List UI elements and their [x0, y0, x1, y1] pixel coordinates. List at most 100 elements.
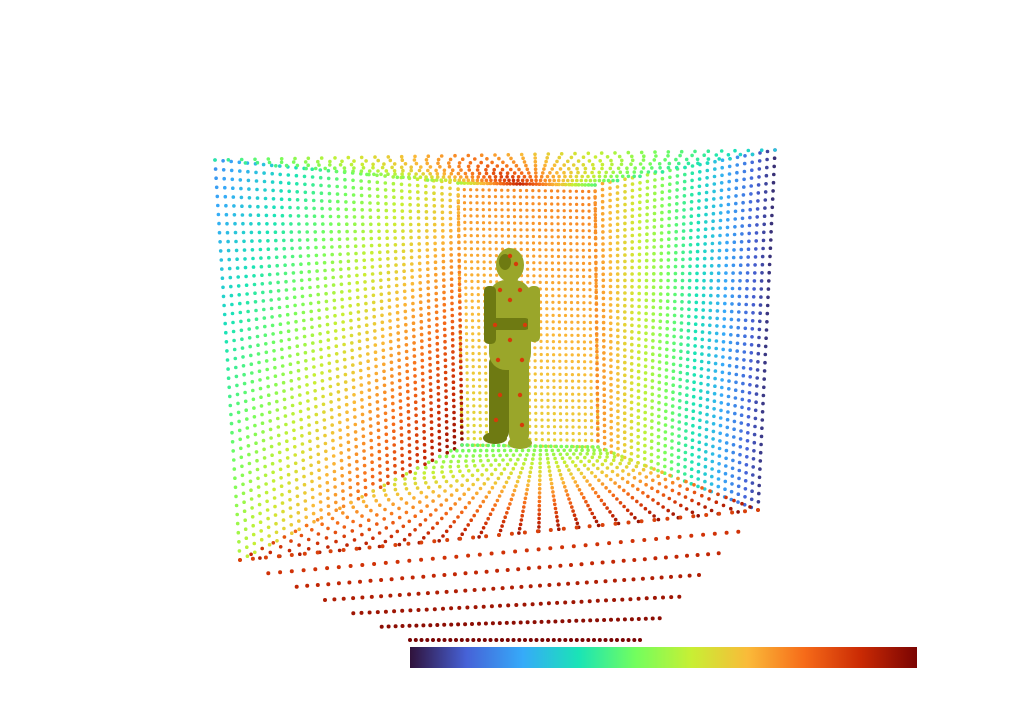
point-cloud-point — [538, 474, 542, 478]
point-cloud-point — [583, 399, 587, 403]
point-cloud-point — [772, 164, 776, 169]
point-cloud-point — [480, 178, 484, 183]
point-cloud-point — [591, 445, 595, 449]
point-cloud-point — [630, 323, 634, 328]
point-cloud-point — [407, 450, 412, 454]
point-cloud-point — [296, 502, 300, 507]
point-cloud-point — [462, 201, 467, 205]
point-cloud-point — [352, 400, 357, 405]
point-cloud-point — [453, 502, 458, 506]
point-cloud-point — [245, 300, 250, 305]
point-cloud-point — [710, 256, 714, 261]
point-cloud-point — [538, 248, 542, 252]
point-cloud-point — [299, 262, 303, 267]
point-cloud-point — [479, 181, 483, 186]
point-cloud-point — [573, 463, 578, 468]
point-cloud-point — [595, 415, 600, 420]
point-cloud-point — [271, 470, 275, 475]
point-cloud-point — [422, 430, 426, 434]
point-cloud-point — [388, 332, 393, 337]
point-cloud-point — [678, 484, 682, 488]
point-cloud-point — [249, 353, 253, 358]
point-cloud-point — [465, 358, 469, 362]
point-cloud-point — [403, 162, 408, 166]
point-cloud-point — [311, 495, 315, 500]
point-cloud-point — [609, 477, 613, 482]
point-cloud-point — [418, 175, 423, 179]
point-cloud-point — [676, 455, 681, 460]
point-cloud-point — [533, 167, 538, 171]
point-cloud-point — [311, 198, 316, 203]
point-cloud-point — [254, 308, 258, 313]
point-cloud-point — [289, 387, 294, 391]
point-cloud-point — [267, 272, 272, 277]
point-cloud-point — [359, 155, 364, 160]
point-cloud-point — [623, 367, 627, 371]
point-cloud-point — [738, 437, 743, 441]
point-cloud-point — [596, 494, 601, 499]
point-cloud-point — [565, 438, 569, 442]
point-cloud-point — [264, 342, 268, 346]
point-cloud-point — [292, 295, 297, 300]
point-cloud-point — [449, 622, 454, 627]
point-cloud-point — [727, 363, 732, 368]
point-cloud-point — [668, 473, 672, 478]
point-cloud-point — [502, 443, 506, 448]
point-cloud-point — [294, 328, 299, 332]
point-cloud-point — [594, 260, 598, 265]
point-cloud-point — [737, 468, 742, 473]
point-cloud-point — [584, 178, 588, 183]
point-cloud-point — [327, 361, 332, 366]
point-cloud-point — [680, 300, 684, 304]
point-cloud-point — [533, 346, 537, 350]
point-cloud-point — [334, 539, 338, 544]
point-cloud-point — [684, 422, 688, 426]
point-cloud-point — [717, 248, 722, 253]
point-cloud-point — [767, 279, 771, 283]
point-cloud-point — [338, 506, 342, 511]
point-cloud-point — [679, 328, 684, 332]
point-cloud-point — [602, 399, 607, 404]
point-cloud-point — [726, 218, 730, 222]
point-cloud-point — [557, 320, 562, 324]
point-cloud-point — [727, 164, 732, 169]
point-cloud-point — [605, 155, 610, 159]
point-cloud-point — [653, 556, 658, 561]
point-cloud-point — [375, 400, 380, 404]
point-cloud-point — [444, 389, 448, 393]
point-cloud-point — [271, 541, 276, 545]
point-cloud-point — [389, 346, 393, 351]
point-cloud-point — [545, 326, 549, 330]
point-cloud-point — [259, 395, 263, 400]
point-cloud-point — [672, 341, 676, 346]
point-cloud-point — [538, 448, 543, 453]
point-cloud-point — [339, 451, 344, 455]
point-cloud-point — [652, 514, 656, 518]
point-cloud-point — [671, 369, 676, 374]
point-cloud-point — [745, 447, 749, 451]
point-cloud-point — [594, 248, 598, 253]
point-cloud-point — [254, 450, 259, 454]
point-cloud-point — [616, 347, 620, 351]
point-cloud-point — [600, 193, 605, 198]
point-cloud-point — [402, 276, 407, 280]
point-cloud-point — [315, 428, 319, 433]
point-cloud-point — [537, 516, 541, 521]
point-cloud-point — [656, 455, 660, 459]
point-cloud-point — [452, 416, 456, 421]
point-cloud-point — [590, 432, 594, 436]
point-cloud-point — [615, 473, 620, 477]
point-cloud-point — [428, 369, 433, 373]
point-cloud-point — [279, 157, 284, 161]
point-cloud-point — [646, 494, 650, 499]
point-cloud-point — [569, 638, 573, 642]
point-cloud-point — [609, 407, 613, 412]
point-cloud-point — [229, 421, 234, 426]
point-cloud-point — [390, 381, 394, 385]
point-cloud-point — [361, 427, 365, 431]
point-cloud-point — [616, 415, 620, 420]
point-cloud-point — [414, 426, 419, 431]
point-cloud-point — [390, 395, 395, 399]
